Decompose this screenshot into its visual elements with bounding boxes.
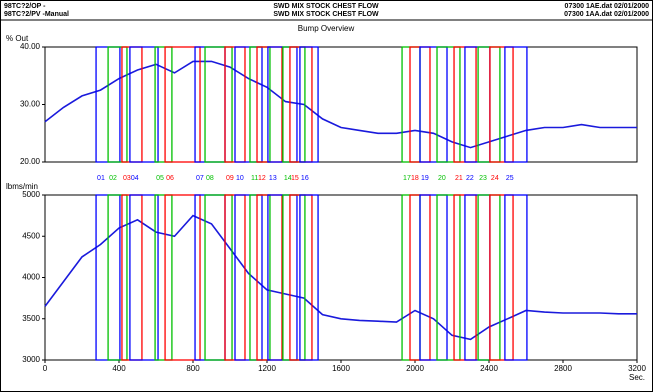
chart-title: Bump Overview xyxy=(298,24,355,33)
header-right: 07300 1AE.dat 02/01/2000 xyxy=(565,3,650,10)
x-tick-label: 800 xyxy=(186,364,200,373)
bump-window xyxy=(107,46,128,163)
bump-window xyxy=(489,46,514,163)
bump-window xyxy=(419,194,448,361)
bump-label: 12 xyxy=(258,175,266,182)
bump-label: 15 xyxy=(291,175,299,182)
y-tick-label: 40.00 xyxy=(20,42,41,51)
bump-label: 01 xyxy=(97,175,105,182)
bump-window xyxy=(436,194,461,361)
bump-window xyxy=(129,46,159,163)
bump-label: 19 xyxy=(421,175,429,182)
x-tick-label: 2000 xyxy=(406,364,424,373)
y-tick-label: 20.00 xyxy=(20,157,41,166)
x-axis-label: Sec. xyxy=(629,373,645,382)
data-line xyxy=(44,60,637,149)
bump-window xyxy=(419,46,448,163)
y-tick-label: 30.00 xyxy=(20,100,41,109)
bump-window xyxy=(477,194,501,361)
bump-window xyxy=(204,46,233,163)
bump-window xyxy=(204,194,233,361)
data-line xyxy=(44,214,637,341)
bump-window xyxy=(504,46,528,163)
bump-window xyxy=(477,46,501,163)
bump-label: 20 xyxy=(438,175,446,182)
x-tick-label: 400 xyxy=(112,364,126,373)
bump-window xyxy=(234,46,263,163)
x-tick-label: 2800 xyxy=(554,364,572,373)
x-tick-label: 3200 xyxy=(628,364,646,373)
bump-window xyxy=(164,194,201,361)
header-center: SWD MIX STOCK CHEST FLOW xyxy=(273,11,379,18)
bump-label: 21 xyxy=(455,175,463,182)
bump-label: 04 xyxy=(131,175,139,182)
header-left: 98TC?2/OP - xyxy=(4,3,46,10)
header-right: 07300 1AA.dat 02/01/2000 xyxy=(564,11,649,18)
bump-window xyxy=(234,194,263,361)
y-tick-label: 4000 xyxy=(22,273,40,282)
bump-window xyxy=(489,194,514,361)
bump-label: 10 xyxy=(236,175,244,182)
x-tick-label: 0 xyxy=(43,364,48,373)
header-center: SWD MIX STOCK CHEST FLOW xyxy=(273,3,379,10)
bump-label: 11 xyxy=(251,175,258,182)
bump-window xyxy=(164,46,201,163)
bump-label: 09 xyxy=(226,175,234,182)
bump-label: 03 xyxy=(123,175,131,182)
bump-label: 05 xyxy=(156,175,164,182)
bump-label: 06 xyxy=(166,175,174,182)
bump-label: 07 xyxy=(196,175,204,182)
bump-label: 16 xyxy=(301,175,309,182)
bump-window xyxy=(436,46,461,163)
y-tick-label: 3500 xyxy=(22,314,40,323)
bump-window xyxy=(129,194,159,361)
y-tick-label: 4500 xyxy=(22,231,40,240)
header-left: 98TC?2/PV -Manual xyxy=(4,11,69,18)
y-axis-label: lbms/min xyxy=(6,182,38,191)
x-tick-label: 2400 xyxy=(480,364,498,373)
bump-window xyxy=(154,46,173,163)
x-tick-label: 1200 xyxy=(258,364,276,373)
bump-window xyxy=(504,194,528,361)
bump-label: 08 xyxy=(206,175,214,182)
bump-label: 14 xyxy=(284,175,292,182)
bump-label: 18 xyxy=(411,175,419,182)
bump-window xyxy=(107,194,128,361)
bump-label: 25 xyxy=(506,175,514,182)
bump-window xyxy=(299,194,319,361)
x-tick-label: 1600 xyxy=(332,364,350,373)
y-tick-label: 5000 xyxy=(22,190,40,199)
bump-label: 02 xyxy=(109,175,117,182)
bump-label: 23 xyxy=(479,175,487,182)
bump-label: 22 xyxy=(466,175,474,182)
y-axis-label: % Out xyxy=(6,34,29,43)
y-tick-label: 3000 xyxy=(22,355,40,364)
bump-label: 24 xyxy=(491,175,499,182)
bump-window xyxy=(154,194,173,361)
bump-label: 13 xyxy=(269,175,277,182)
bump-window xyxy=(299,46,319,163)
bump-label: 17 xyxy=(403,175,411,182)
